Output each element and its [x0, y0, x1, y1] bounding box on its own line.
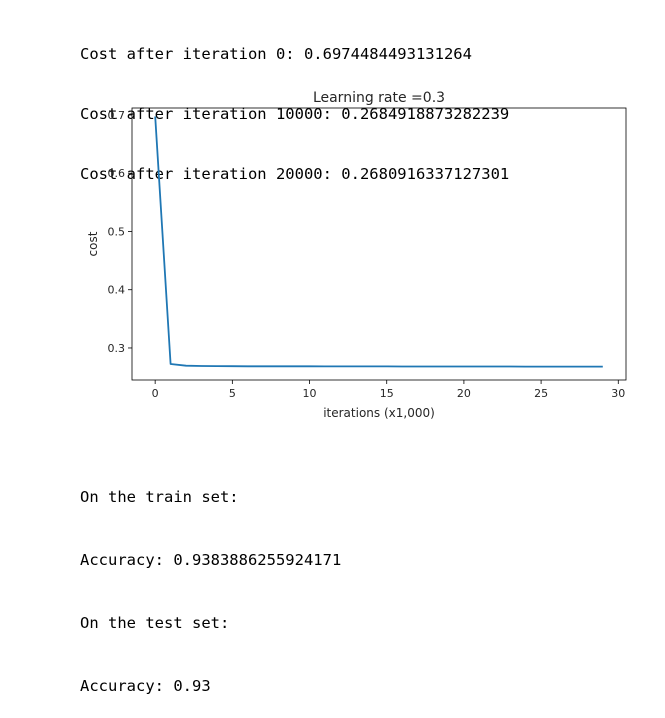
- y-tick-label: 0.3: [108, 342, 126, 355]
- learning-curve-chart: 0 5 10 15 20 25 30 0.3 0.4 0.5 0.6 0.7 Learning rate…: [86, 90, 627, 420]
- x-tick-label: 5: [229, 387, 236, 400]
- output-line: On the test set:: [80, 614, 230, 632]
- x-tick-label: 25: [534, 387, 548, 400]
- output-line: Accuracy: 0.9383886255924171: [80, 551, 342, 569]
- y-tick-label: 0.5: [108, 225, 126, 238]
- chart-title: Learning rate =0.3: [313, 90, 445, 106]
- x-tick-label: 20: [457, 387, 471, 400]
- x-tick-label: 30: [611, 387, 625, 400]
- x-tick-label: 0: [152, 387, 159, 400]
- x-tick-label: 10: [303, 387, 317, 400]
- output-line: Cost after iteration 0: 0.69744844931312…: [80, 45, 472, 63]
- output-line: Cost after iteration 20000: 0.2680916337…: [80, 165, 510, 183]
- y-axis-label: cost: [86, 231, 100, 256]
- y-tick-label: 0.7: [108, 109, 126, 122]
- output-line: Accuracy: 0.93: [80, 677, 211, 695]
- output-line: Cost after iteration 10000: 0.2684918873…: [80, 105, 510, 123]
- x-axis-label: iterations (x1,000): [323, 406, 435, 420]
- cell-output-accuracy: On the train set: Accuracy: 0.9383886255…: [80, 445, 341, 718]
- y-tick-label: 0.6: [108, 167, 126, 180]
- output-line: On the train set:: [80, 488, 239, 506]
- plot-frame: [131, 107, 627, 381]
- y-tick-label: 0.4: [108, 284, 126, 297]
- cost-series-line: [154, 116, 603, 368]
- x-tick-label: 15: [380, 387, 394, 400]
- cell-output-cost-log: Cost after iteration 0: 0.69744844931312…: [80, 4, 509, 204]
